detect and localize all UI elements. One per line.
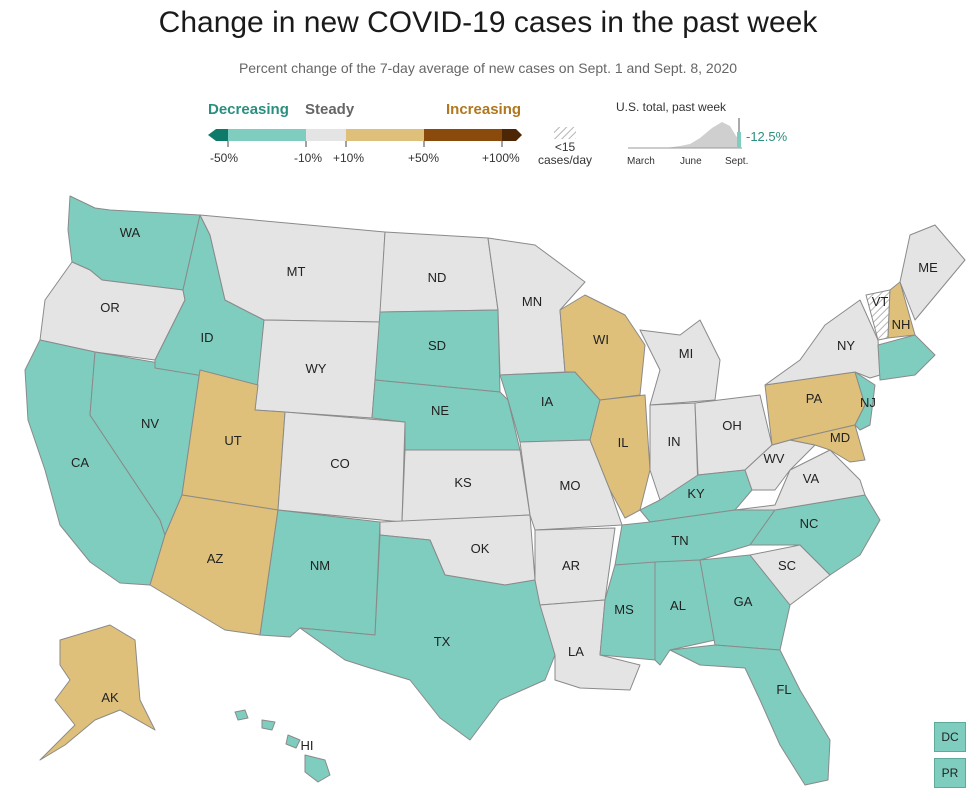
state-label-UT: UT xyxy=(224,433,241,448)
us-total-month-march: March xyxy=(627,156,655,167)
state-MI[interactable] xyxy=(639,319,721,406)
state-label-TX: TX xyxy=(434,634,451,649)
state-label-MT: MT xyxy=(287,264,306,279)
state-VA[interactable] xyxy=(734,449,866,511)
us-total-month-sept: Sept. xyxy=(725,156,749,167)
state-label-OH: OH xyxy=(722,418,742,433)
state-label-TN: TN xyxy=(671,533,688,548)
us-total-value: -12.5% xyxy=(746,129,788,144)
legend-swatch-strong-decrease xyxy=(216,129,228,141)
state-HI[interactable] xyxy=(234,709,331,783)
legend-low-cases-line1: <15 xyxy=(554,140,576,154)
state-WI[interactable] xyxy=(559,294,646,401)
legend-low-cases-swatch xyxy=(554,127,576,139)
legend-swatch-strong-increase xyxy=(424,129,502,141)
legend-swatch-decrease xyxy=(228,129,306,141)
legend-increasing-label: Increasing xyxy=(446,101,522,118)
legend-tick-plus50: +50% xyxy=(408,151,440,165)
state-label-AZ: AZ xyxy=(207,551,224,566)
us-total-latest-bar xyxy=(737,132,741,148)
state-label-MI: MI xyxy=(679,346,693,361)
state-GA[interactable] xyxy=(699,554,791,651)
state-label-NJ: NJ xyxy=(860,395,876,410)
state-label-OR: OR xyxy=(100,300,120,315)
us-total-sparkline xyxy=(628,122,740,148)
state-label-NM: NM xyxy=(310,558,330,573)
state-label-AL: AL xyxy=(670,598,686,613)
legend-tick-minus50: -50% xyxy=(210,151,239,165)
state-label-SD: SD xyxy=(428,338,446,353)
legend-decreasing-label: Decreasing xyxy=(208,101,289,118)
state-box-DC[interactable]: DC xyxy=(934,722,966,752)
state-label-WA: WA xyxy=(120,225,141,240)
state-label-GA: GA xyxy=(734,594,753,609)
state-label-KS: KS xyxy=(454,475,472,490)
state-label-MS: MS xyxy=(614,602,634,617)
state-label-HI: HI xyxy=(301,738,314,753)
state-label-KY: KY xyxy=(687,486,705,501)
state-ME[interactable] xyxy=(899,224,966,321)
map-subtitle: Percent change of the 7-day average of n… xyxy=(238,60,738,76)
legend-tick-minus10: -10% xyxy=(294,151,323,165)
state-label-NE: NE xyxy=(431,403,449,418)
state-label-WV: WV xyxy=(764,451,785,466)
state-IL[interactable] xyxy=(589,394,651,519)
legend-tick-plus100: +100% xyxy=(482,151,520,165)
state-FL[interactable] xyxy=(669,644,831,786)
state-label-PA: PA xyxy=(806,391,823,406)
state-label-IL: IL xyxy=(618,435,629,450)
legend-arrow-right xyxy=(516,129,522,141)
state-label-IN: IN xyxy=(668,434,681,449)
state-label-SC: SC xyxy=(778,558,796,573)
state-label-IA: IA xyxy=(541,394,554,409)
state-TX[interactable] xyxy=(299,534,556,741)
state-label-MN: MN xyxy=(522,294,542,309)
state-box-PR[interactable]: PR xyxy=(934,758,966,788)
legend-swatch-steady xyxy=(306,129,346,141)
state-NH[interactable] xyxy=(887,281,916,339)
state-label-WY: WY xyxy=(306,361,327,376)
state-AK[interactable] xyxy=(39,624,156,761)
legend-arrow-left xyxy=(208,129,216,141)
us-total-label: U.S. total, past week xyxy=(616,100,727,114)
legend-low-cases-line2: cases/day xyxy=(537,153,593,167)
map-title: Change in new COVID-19 cases in the past… xyxy=(158,6,818,39)
legend-swatch-increase xyxy=(346,129,424,141)
state-NM[interactable] xyxy=(259,509,381,638)
state-label-OK: OK xyxy=(471,541,490,556)
state-label-NH: NH xyxy=(892,317,911,332)
state-label-WI: WI xyxy=(593,332,609,347)
state-label-ME: ME xyxy=(918,260,938,275)
state-label-AK: AK xyxy=(101,690,119,705)
state-label-MO: MO xyxy=(560,478,581,493)
state-label-NV: NV xyxy=(141,416,159,431)
state-MA[interactable] xyxy=(877,334,936,381)
state-label-NY: NY xyxy=(837,338,855,353)
us-total-month-june: June xyxy=(680,156,702,167)
state-label-NC: NC xyxy=(800,516,819,531)
state-label-FL: FL xyxy=(776,682,791,697)
state-label-CO: CO xyxy=(330,456,350,471)
state-label-VT: VT xyxy=(872,294,889,309)
state-label-CA: CA xyxy=(71,455,89,470)
state-label-AR: AR xyxy=(562,558,580,573)
state-NY[interactable] xyxy=(764,299,881,386)
legend-swatch-very-strong-increase xyxy=(502,129,516,141)
state-MS[interactable] xyxy=(599,561,656,661)
legend-steady-label: Steady xyxy=(305,101,355,118)
state-label-ID: ID xyxy=(201,330,214,345)
legend-tick-plus10: +10% xyxy=(333,151,365,165)
state-label-MD: MD xyxy=(830,430,850,445)
state-label-VA: VA xyxy=(803,471,820,486)
state-label-LA: LA xyxy=(568,644,584,659)
state-NJ[interactable] xyxy=(854,371,876,431)
state-label-ND: ND xyxy=(428,270,447,285)
